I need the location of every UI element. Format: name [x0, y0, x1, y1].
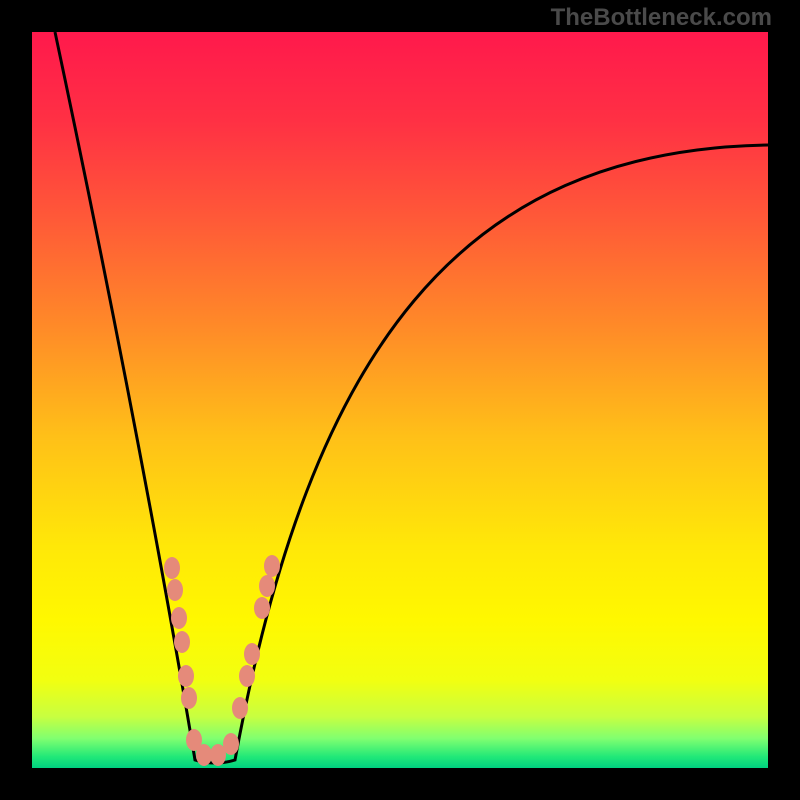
data-marker: [167, 579, 183, 601]
data-marker: [232, 697, 248, 719]
data-marker: [239, 665, 255, 687]
data-marker: [181, 687, 197, 709]
data-marker: [164, 557, 180, 579]
data-marker: [264, 555, 280, 577]
data-marker: [244, 643, 260, 665]
data-marker: [223, 733, 239, 755]
data-marker: [171, 607, 187, 629]
data-marker: [174, 631, 190, 653]
data-marker: [259, 575, 275, 597]
chart-container: TheBottleneck.com: [0, 0, 800, 800]
data-marker: [196, 744, 212, 766]
watermark-text: TheBottleneck.com: [551, 4, 772, 32]
bottleneck-curve: [55, 32, 768, 763]
data-marker: [254, 597, 270, 619]
data-marker: [178, 665, 194, 687]
chart-svg: [0, 0, 800, 800]
